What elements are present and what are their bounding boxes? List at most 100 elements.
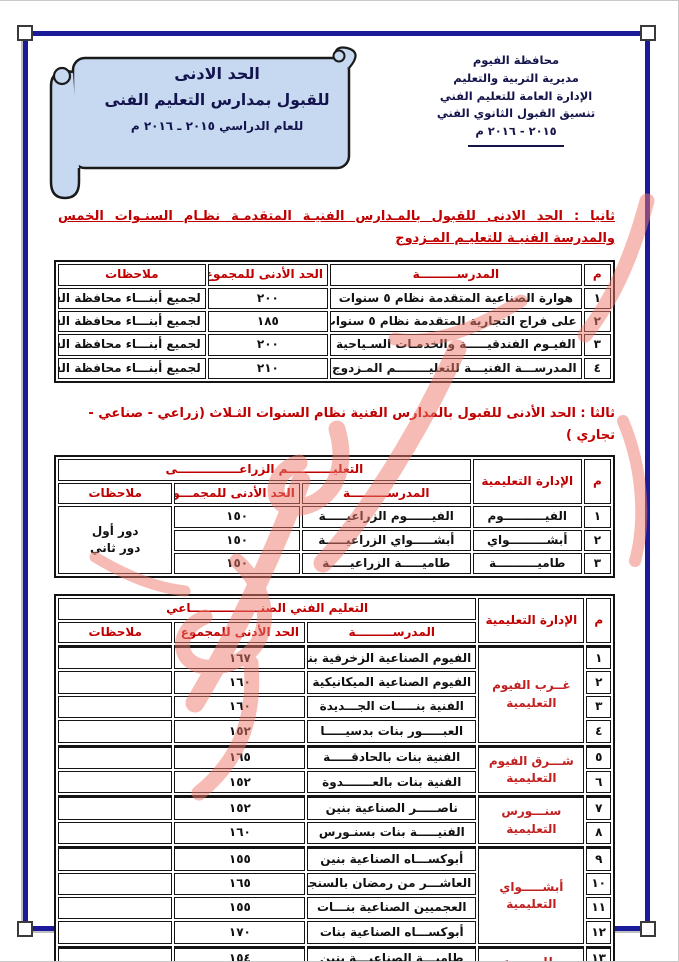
notes-cell [58, 645, 173, 670]
row-number-cell: ٥ [586, 744, 611, 770]
letterhead-line: تنسيق القبول الثانوي الفني [436, 106, 596, 121]
score-cell: ١٥٢ [174, 720, 306, 743]
table-row: ٤ المدرســـة الفنيـــة للتعليــــــــم ال… [58, 357, 611, 380]
table-header-row: م الإدارة التعليمية التعليم الفني الصنــ… [58, 598, 611, 644]
industrial-schools-table: م الإدارة التعليمية التعليم الفني الصنــ… [54, 594, 615, 961]
col-header-notes: ملاحظات [58, 621, 173, 644]
notes-cell: لجميع أبنـــاء محافظة الفيــــــوم [58, 357, 206, 380]
school-cell: الفنية بنات بالحادقـــــة [307, 744, 477, 770]
notes-cell [58, 695, 173, 719]
table-row: ١٠ العاشـــر من رمضان بالسنجق ١٦٥ [58, 872, 611, 895]
letterhead-year: ٢٠١٥ - ٢٠١٦ م [475, 124, 557, 139]
score-cell: ١٥٢ [174, 795, 306, 820]
admin-cell: الفيــــــــــوم [472, 506, 582, 528]
notes-cell [58, 795, 173, 820]
row-number-cell: ٧ [586, 795, 611, 820]
table-header-row: م الإدارة التعليمية التعليـــــــــــم ا… [58, 459, 611, 505]
school-cell: الفيوم الصناعية الزخرفية بنين [307, 645, 477, 670]
school-cell: هوارة الصناعية المتقدمة نظام ٥ سنوات [330, 287, 582, 309]
school-cell: أبشـــــواي الزراعيـــــة [301, 529, 471, 551]
banner-line-3: للعام الدراسي ٢٠١٥ ـ ٢٠١٦ م [130, 119, 304, 133]
title-scroll-banner: الحد الادنى للقبول بمدارس التعليم الفنى … [49, 46, 415, 204]
admin-cell: طاميـــــة التعليمية [478, 945, 585, 961]
school-cell: الفنية بنـــــات الجـــديدة [307, 695, 477, 719]
table-row: ١ الفيــــــــــوم الفيــــــوم الزراعيـــ… [58, 506, 611, 575]
letterhead-line: الإدارة العامة للتعليم الفني [439, 88, 593, 103]
letterhead-underline [468, 145, 565, 148]
school-cell: ناصـــــر الصناعية بنين [307, 795, 477, 820]
score-cell: ١٥٠ [174, 529, 300, 551]
col-header-admin: الإدارة التعليمية [472, 459, 582, 505]
col-header-admin: الإدارة التعليمية [478, 598, 585, 644]
notes-cell [58, 744, 173, 770]
score-cell: ١٥٢ [174, 771, 306, 794]
score-cell: ٢٠٠ [207, 334, 329, 356]
score-cell: ١٨٥ [207, 310, 329, 333]
school-cell: أبوكســـاه الصناعية بنين [307, 846, 477, 871]
agricultural-schools-table: م الإدارة التعليمية التعليـــــــــــم ا… [54, 455, 615, 579]
row-number-cell: ٤ [583, 357, 611, 380]
school-cell: المدرســـة الفنيـــة للتعليــــــــم الم… [330, 357, 582, 380]
header-row: محافظة الفيوم مديرية التربية والتعليم ال… [49, 46, 617, 204]
notes-cell [58, 846, 173, 871]
letterhead-line: مديرية التربية والتعليم [453, 70, 579, 85]
row-number-cell: ٨ [586, 821, 611, 845]
frame-corner-ornament [17, 25, 33, 41]
col-header-score: الحد الأدنى للمجموع [174, 621, 306, 644]
score-cell: ١٦٥ [174, 872, 306, 895]
row-number-cell: ١٠ [586, 872, 611, 895]
banner-title: الحد الادنى للقبول بمدارس التعليم الفنى … [83, 60, 351, 133]
score-cell: ١٧٠ [174, 921, 306, 944]
notes-cell [58, 896, 173, 920]
banner-line-2: للقبول بمدارس التعليم الفنى [104, 91, 330, 109]
row-number-cell: ٦ [586, 771, 611, 794]
notes-cell: لجميع أبنـــاء محافظة الفيــــــوم [58, 334, 206, 356]
score-cell: ٢٠٠ [207, 287, 329, 309]
score-cell: ١٦٠ [174, 671, 306, 694]
row-number-cell: ٤ [586, 720, 611, 743]
letterhead-line: محافظة الفيوم [472, 53, 560, 67]
admin-cell: طاميــــــــــة [472, 552, 582, 575]
frame-corner-ornament [17, 921, 33, 937]
row-number-cell: ١ [583, 287, 611, 309]
banner-line-1: الحد الادنى [174, 64, 260, 83]
table-row: ١٢ أبوكســـاه الصناعية بنات ١٧٠ [58, 921, 611, 944]
row-number-cell: ٣ [586, 695, 611, 719]
row-number-cell: ٣ [583, 334, 611, 356]
notes-cell: لجميع أبنـــاء محافظة الفيــــــوم [58, 310, 206, 333]
table-row: ٧ سنـــورس التعليمية ناصـــــر الصناعية بن… [58, 795, 611, 845]
school-cell: العبـــــور بنات بدسيـــــا [307, 720, 477, 743]
admin-cell: أبشـــــــــواي [472, 529, 582, 551]
advanced-schools-table: م المدرســـــــــة الحد الأدنى للمجموع م… [54, 260, 615, 384]
score-cell: ١٦٠ [174, 695, 306, 719]
scroll-shape-graphic [49, 46, 357, 200]
group-header-industrial: التعليم الفني الصنـــــــــــــــــاعي [58, 598, 477, 620]
score-cell: ١٥٤ [174, 945, 306, 961]
score-cell: ١٦٥ [174, 744, 306, 770]
col-header-score: الحد الأدنى للمجمـــوع [174, 482, 300, 505]
col-header-school: المدرســـــــــة [330, 264, 582, 286]
school-cell: الفنية بنات بالعـــــــدوة [307, 771, 477, 794]
col-header-num: م [583, 264, 611, 286]
school-cell: الفيــــــوم الزراعيـــــة [301, 506, 471, 528]
school-cell: الفيوم الصناعية الميكانيكية [307, 671, 477, 694]
frame-corner-ornament [640, 25, 656, 41]
score-cell: ١٦٠ [174, 821, 306, 845]
col-header-notes: ملاحظات [58, 264, 206, 286]
col-header-notes: ملاحظات [58, 482, 173, 505]
col-header-score: الحد الأدنى للمجموع [207, 264, 329, 286]
frame-corner-ornament [640, 921, 656, 937]
school-cell: طاميـــة الصناعيـــة بنين [307, 945, 477, 961]
admin-cell: شـــرق الفيوم التعليمية [478, 744, 585, 794]
letterhead: محافظة الفيوم مديرية التربية والتعليم ال… [415, 46, 617, 148]
score-cell: ١٥٠ [174, 506, 300, 528]
score-cell: ٢١٠ [207, 357, 329, 380]
notes-cell [58, 771, 173, 794]
table-row: ٣ الفيـوم الفندقيـــــة والخدمـات السـياح… [58, 334, 611, 356]
notes-cell: لجميع أبنـــاء محافظة الفيــــــوم [58, 287, 206, 309]
school-cell: العجميين الصناعية بنـــات [307, 896, 477, 920]
page-content: محافظة الفيوم مديرية التربية والتعليم ال… [28, 36, 645, 961]
row-number-cell: ٣ [583, 552, 611, 575]
notes-cell [58, 945, 173, 961]
